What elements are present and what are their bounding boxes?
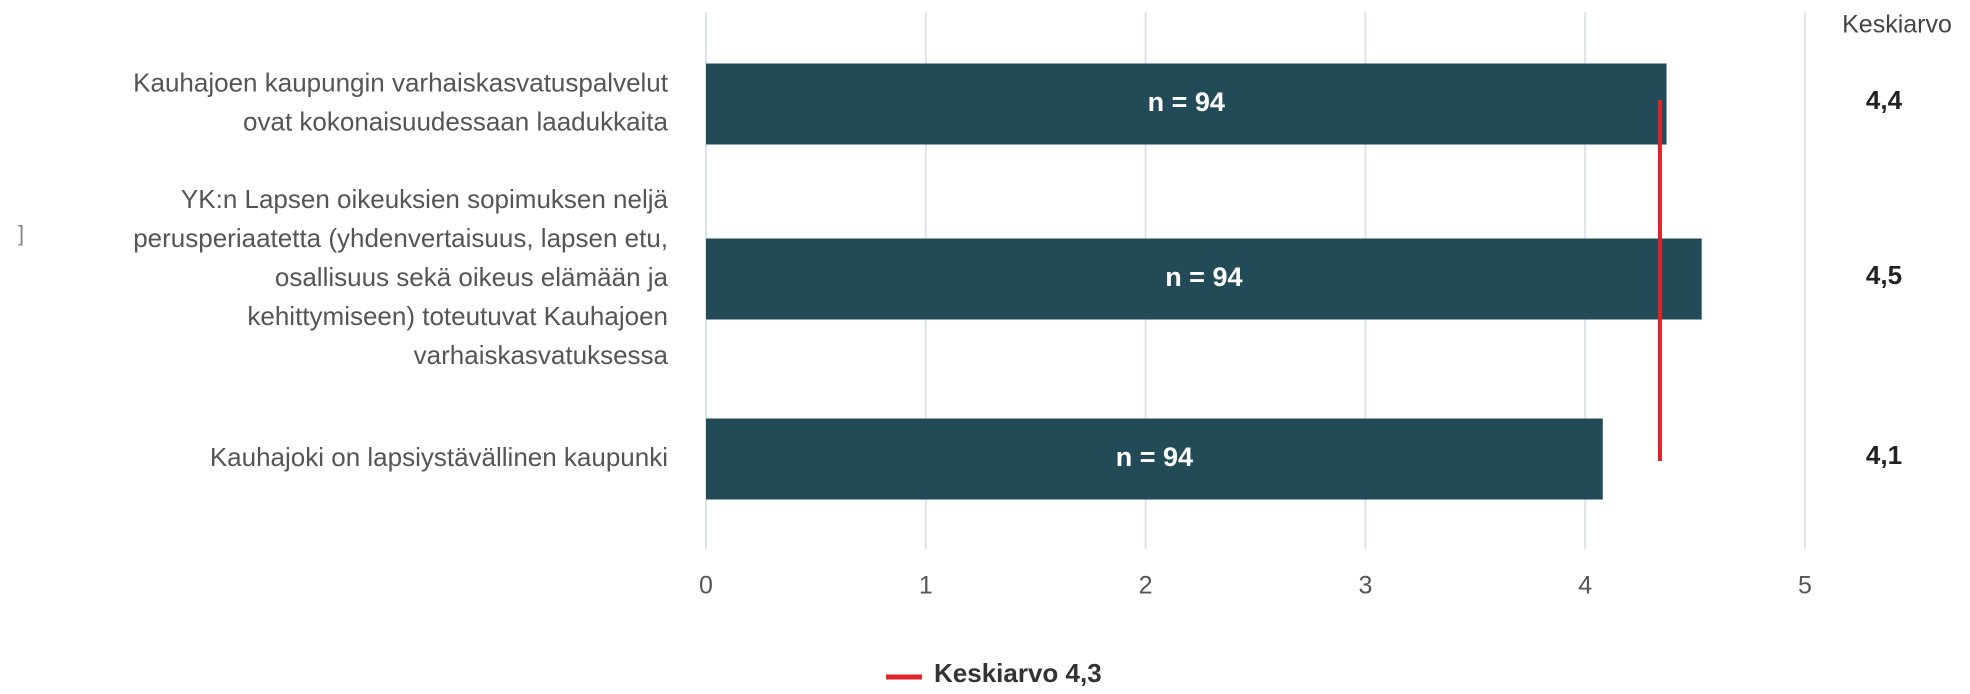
category-label: Kauhajoki on lapsiystävällinen kaupunki xyxy=(210,442,668,472)
category-label: YK:n Lapsen oikeuksien sopimuksen neljä xyxy=(181,184,669,214)
category-label: varhaiskasvatuksessa xyxy=(414,340,669,370)
bar-label: n = 94 xyxy=(1116,442,1193,472)
x-tick-label: 4 xyxy=(1578,572,1592,600)
legend-label: Keskiarvo 4,3 xyxy=(934,658,1102,688)
value-label: 4,5 xyxy=(1866,260,1902,290)
bar xyxy=(706,63,1667,145)
category-label: Kauhajoen kaupungin varhaiskasvatuspalve… xyxy=(133,67,669,97)
bar xyxy=(706,418,1603,500)
x-tick-label: 1 xyxy=(919,572,933,600)
bar-label: n = 94 xyxy=(1165,262,1242,292)
x-tick-label: 0 xyxy=(699,572,713,600)
value-column-title: Keskiarvo xyxy=(1842,11,1952,39)
left-fragment: ] xyxy=(18,221,24,246)
x-tick-label: 3 xyxy=(1358,572,1372,600)
category-label: kehittymiseen) toteutuvat Kauhajoen xyxy=(247,301,668,331)
bar xyxy=(706,238,1702,320)
category-label: ovat kokonaisuudessaan laadukkaita xyxy=(243,106,669,136)
value-label: 4,1 xyxy=(1866,440,1902,470)
category-label: perusperiaatetta (yhdenvertaisuus, lapse… xyxy=(133,223,668,253)
x-tick-label: 2 xyxy=(1139,572,1153,600)
value-label: 4,4 xyxy=(1866,85,1903,115)
x-tick-label: 5 xyxy=(1798,572,1812,600)
category-label: osallisuus sekä oikeus elämään ja xyxy=(275,262,669,292)
bar-label: n = 94 xyxy=(1148,87,1225,117)
